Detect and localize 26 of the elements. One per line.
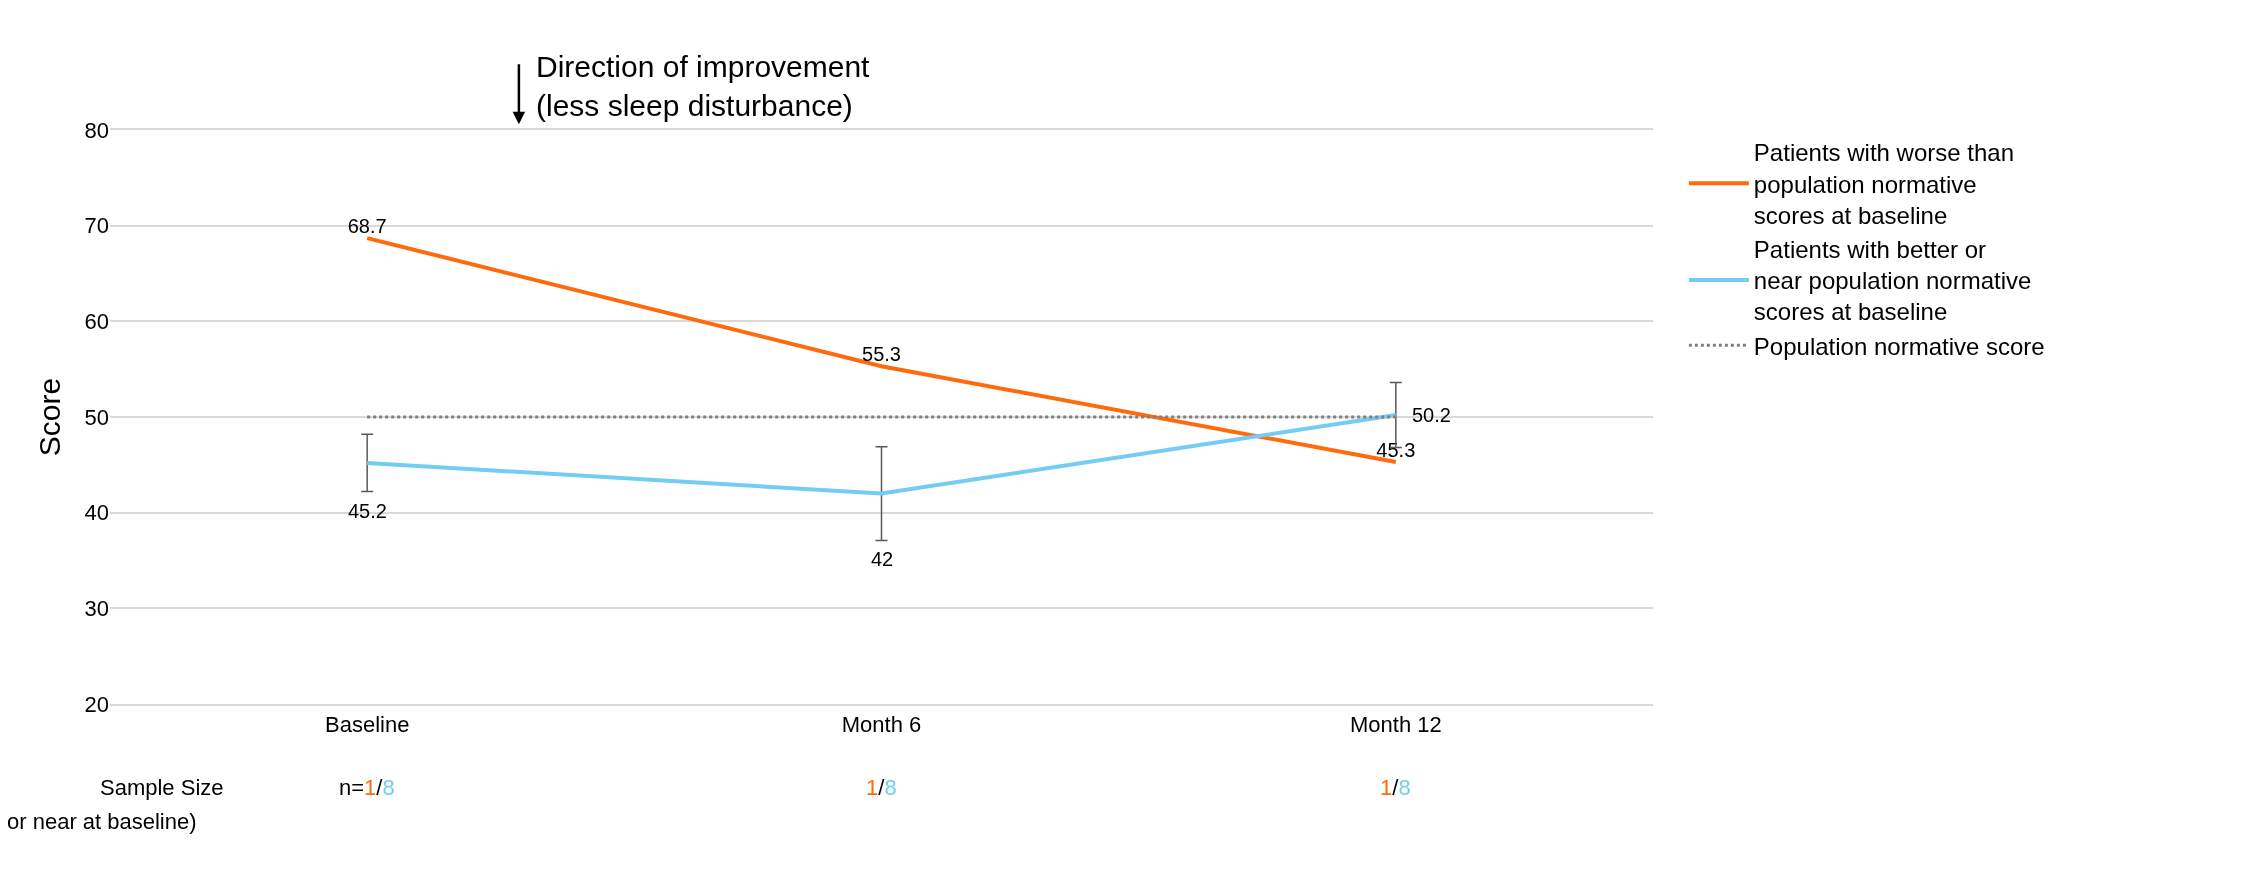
y-tick-label: 40 xyxy=(84,500,109,526)
x-tick-label: Month 12 xyxy=(1349,712,1442,738)
legend-label: Population normative score xyxy=(1753,332,2045,360)
data-label: 68.7 xyxy=(347,215,387,238)
y-tick-label: 20 xyxy=(84,691,109,717)
data-label: 42 xyxy=(871,548,894,570)
y-axis-title: Score xyxy=(32,377,66,457)
text: or near at baseline) xyxy=(7,809,197,834)
data-label: 55.3 xyxy=(862,343,901,366)
text: n=1/8 xyxy=(339,775,395,800)
text: 1/8 xyxy=(1380,775,1411,800)
legend-label: Patients with better or near population normative scores at baseline xyxy=(1753,236,2032,326)
y-tick-label: 80 xyxy=(84,117,109,143)
x-tick-label: Baseline xyxy=(324,712,410,738)
x-tick-label: Month 6 xyxy=(841,712,922,738)
text: Sample Size xyxy=(100,775,224,800)
y-tick-label: 60 xyxy=(84,309,109,335)
text: 1/8 xyxy=(866,775,897,800)
y-tick-label: 50 xyxy=(84,404,109,430)
y-tick-label: 70 xyxy=(84,213,109,239)
data-label: 45.3 xyxy=(1376,438,1416,461)
y-tick-label: 30 xyxy=(84,596,109,622)
text: Direction of improvement (less sleep disturbance) xyxy=(536,50,871,122)
legend-label: Patients with worse than population normative scores at baseline xyxy=(1753,139,2014,229)
data-label: 45.2 xyxy=(348,500,387,522)
data-label: 50.2 xyxy=(1412,404,1451,426)
